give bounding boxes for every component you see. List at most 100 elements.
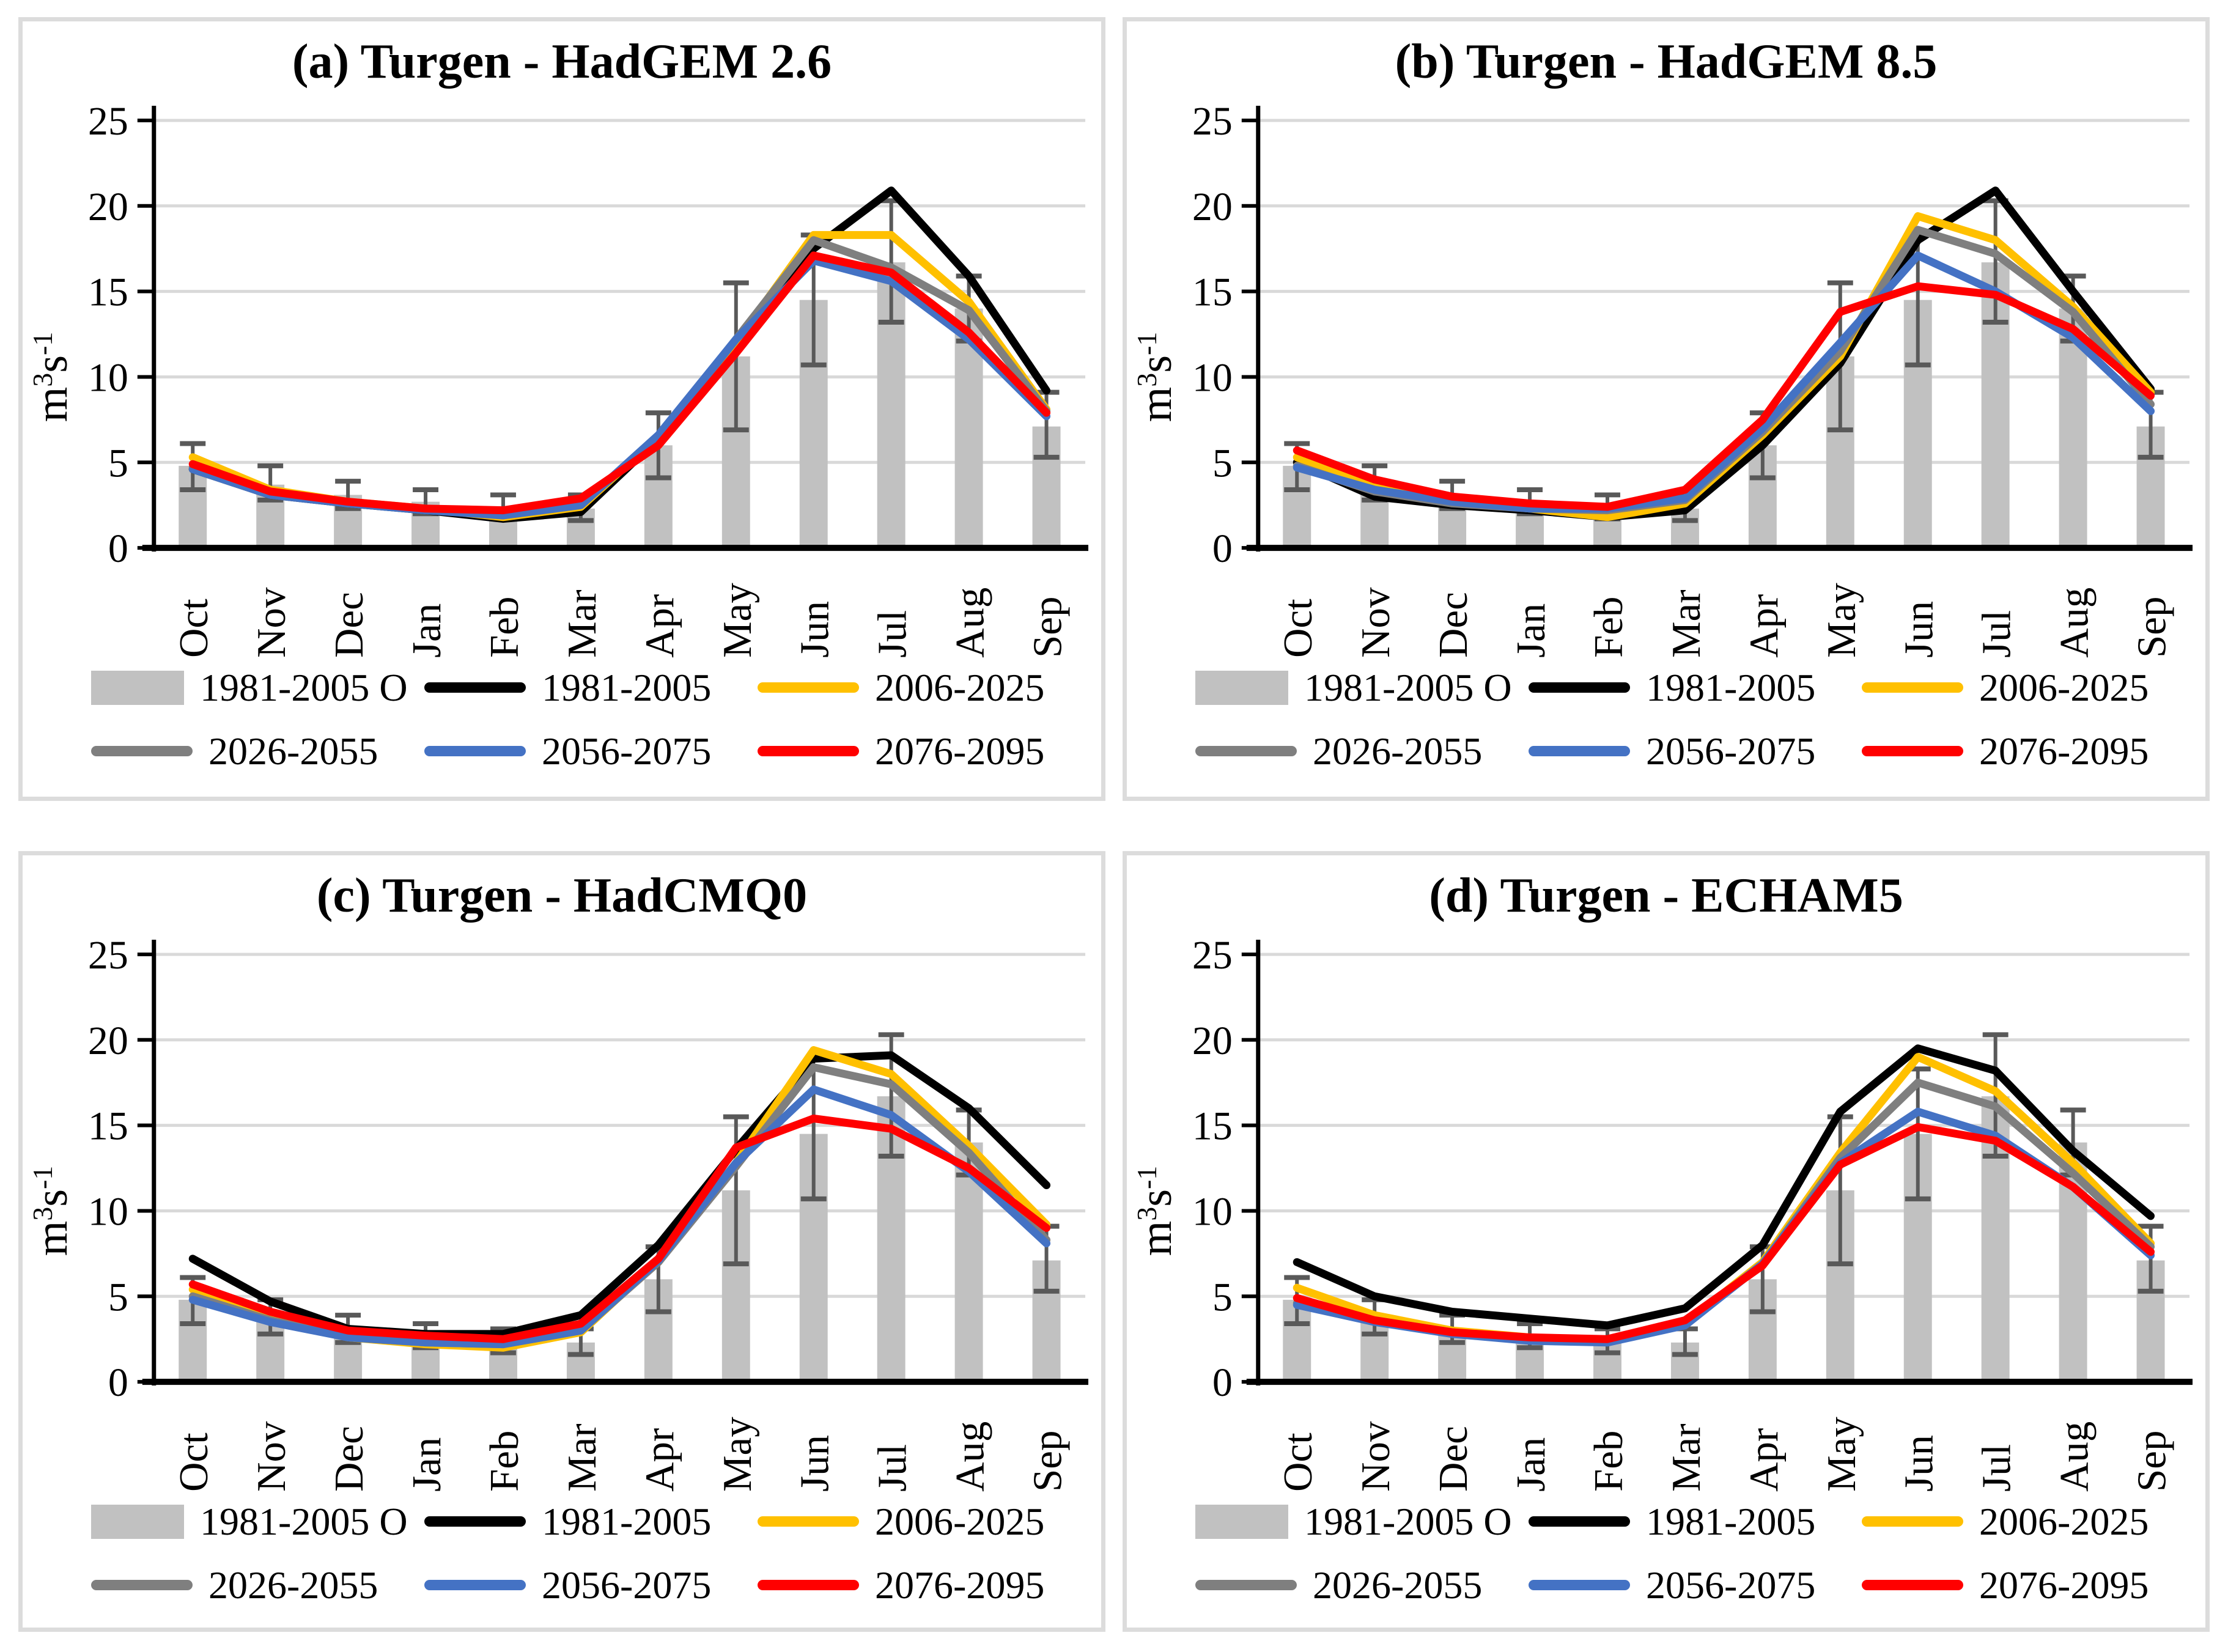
plot-area: 0 5 10 15 20 25 m3s-1 Oct Nov Dec Jan Feb Mar Apr May J… [1131,99,2193,658]
legend-label: 1981-2005 O [200,665,408,709]
x-tick-label: Dec [326,592,372,658]
line-2006-2025 [188,1045,1051,1352]
y-tick-label: 0 [1212,526,1233,571]
legend-line-swatch [1529,1516,1630,1527]
chart-panel-b: (b) Turgen - HadGEM 8.5 0 5 10 15 20 25 m3s-1 O… [1123,17,2210,801]
chart-panel-d: (d) Turgen - ECHAM5 0 5 10 15 20 25 m3s-1 Oct No… [1123,851,2210,1632]
legend-label: 2056-2075 [542,729,712,773]
legend-bar-swatch [91,670,184,705]
plot-area: 0 5 10 15 20 25 m3s-1 Oct Nov Dec Jan Feb Mar Apr May J… [1131,933,2193,1492]
legend-item: 1981-2005 [424,1499,758,1544]
x-tick-label: Apr [637,594,682,657]
legend-label: 2026-2055 [208,729,378,773]
y-tick-label: 5 [108,1275,128,1319]
legend-line-swatch [424,1516,526,1527]
chart-title: (d) Turgen - ECHAM5 [1429,869,1903,923]
chart-legend: 1981-2005 O 1981-2005 2006-2025 2026-2055 20… [23,665,1101,774]
chart-panel-a: (a) Turgen - HadGEM 2.6 0 5 10 15 20 25 m3s-1 O… [18,17,1105,801]
y-tick-label: 15 [1192,1104,1233,1148]
x-tick-label: Jun [1897,601,1942,658]
x-tick-label: Dec [1431,1426,1476,1492]
x-tick-label: Oct [171,1433,216,1492]
legend-item: 2056-2075 [424,1563,758,1608]
legend-item: 1981-2005 O [91,665,424,710]
y-tick-label: 5 [108,441,128,485]
x-tick-label: May [715,582,760,657]
y-tick-label: 15 [1192,270,1233,314]
legend-label: 1981-2005 O [1304,1499,1512,1543]
legend-item: 2006-2025 [1862,665,2195,710]
x-tick-label: May [1819,582,1864,657]
x-tick-label: Jan [1508,603,1554,657]
y-tick-label: 25 [88,933,128,978]
y-tick-label: 10 [1192,1189,1233,1234]
legend-item: 2006-2025 [1862,1499,2195,1544]
x-tick-label: Oct [1275,1433,1321,1492]
legend-item: 2026-2055 [1195,729,1529,774]
x-tick-label: Nov [1353,587,1398,658]
y-tick-label: 25 [88,99,128,144]
legend-line-swatch [758,1516,859,1527]
legend-label: 2076-2095 [875,729,1045,773]
y-tick-label: 0 [108,1360,128,1405]
legend-item: 1981-2005 [1529,1499,1862,1544]
y-tick-label: 5 [1212,1275,1233,1319]
y-tick-label: 20 [1192,184,1233,229]
legend-item: 1981-2005 O [1195,1499,1529,1544]
x-tick-label: Jan [404,1437,449,1491]
y-axis-unit-label: m3s-1 [1131,1165,1181,1256]
legend-item: 2076-2095 [1862,1563,2195,1608]
legend-item: 2006-2025 [758,665,1091,710]
legend-label: 2006-2025 [1979,665,2149,709]
legend-line-swatch [1195,746,1297,757]
x-tick-label: Jan [1508,1437,1554,1491]
legend-line-swatch [424,746,526,757]
x-tick-label: Aug [948,1421,993,1491]
x-tick-label: Apr [1741,594,1787,657]
x-tick-label: Mar [559,589,605,657]
x-tick-label: Oct [171,599,216,658]
line-1981-2005 [1293,1044,2155,1329]
legend-item: 2026-2055 [1195,1563,1529,1608]
x-tick-label: Jan [404,603,449,657]
legend-item: 2056-2075 [1529,729,1862,774]
x-tick-label: Sep [2130,1430,2175,1491]
legend-line-swatch [758,746,859,757]
x-tick-label: Jun [792,601,838,658]
legend-line-swatch [758,682,859,693]
legend-label: 1981-2005 [1646,1499,1816,1543]
legend-bar-swatch [91,1504,184,1539]
legend-label: 2076-2095 [1979,1563,2149,1607]
legend-item: 2076-2095 [1862,729,2195,774]
x-tick-label: Apr [1741,1428,1787,1491]
legend-item: 1981-2005 O [1195,665,1529,710]
x-tick-label: Sep [2130,596,2175,657]
line-2006-2025 [1293,212,2155,521]
legend-label: 2026-2055 [208,1563,378,1607]
legend-label: 2076-2095 [1979,729,2149,773]
y-axis-unit-label: m3s-1 [1131,331,1181,422]
legend-label: 1981-2005 O [1304,665,1512,709]
y-axis-unit-label: m3s-1 [26,331,76,422]
x-tick-label: Mar [1664,1423,1709,1491]
plot-area: 0 5 10 15 20 25 m3s-1 Oct Nov Dec Jan Feb Mar Apr May J… [26,933,1089,1492]
y-tick-label: 10 [88,355,128,400]
legend-item: 1981-2005 O [91,1499,424,1544]
legend-line-swatch [1195,1580,1297,1591]
x-tick-label: Dec [326,1426,372,1492]
x-tick-label: Aug [2052,587,2097,657]
legend-line-swatch [424,1580,526,1591]
x-tick-label: Mar [1664,589,1709,657]
legend-label: 2026-2055 [1313,729,1483,773]
y-tick-label: 25 [1192,99,1233,144]
chart-title: (b) Turgen - HadGEM 8.5 [1395,35,1938,89]
chart-panel-c: (c) Turgen - HadCMQ0 0 5 10 15 20 25 m3s-1 Oct N… [18,851,1105,1632]
x-tick-label: Feb [482,1430,527,1491]
legend-label: 2006-2025 [875,1499,1045,1543]
y-tick-label: 25 [1192,933,1233,978]
legend-line-swatch [91,1580,193,1591]
legend-line-swatch [1862,1516,1963,1527]
legend-label: 1981-2005 [542,665,712,709]
x-tick-label: Feb [1586,596,1631,657]
x-tick-label: Sep [1025,596,1071,657]
